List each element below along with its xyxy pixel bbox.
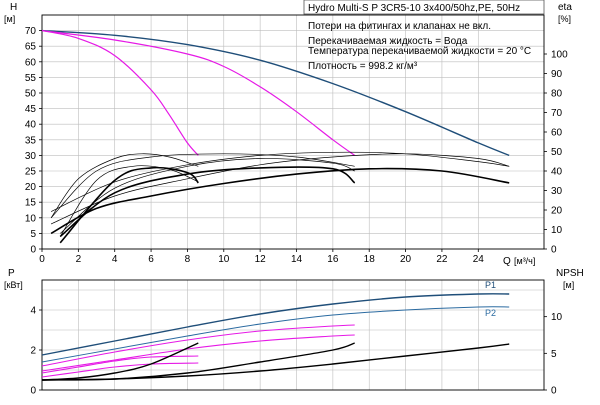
power-curve-3 [41, 324, 355, 367]
title-box [303, 0, 545, 15]
power-curve-2 [41, 306, 510, 363]
head-curve-9 [59, 165, 199, 237]
y-tick-label: 0 [30, 245, 36, 256]
y2-tick-label: 90 [551, 69, 563, 80]
y2-tick-label: 100 [551, 50, 568, 61]
y2-tick-label: 80 [551, 89, 563, 100]
y-tick-label: 50 [25, 89, 37, 100]
flow-axis-unit: [м³/ч] [514, 256, 535, 266]
y-tick-label: 70 [25, 26, 37, 37]
npsh-axis-label: NPSH [556, 268, 584, 279]
y-tick-label: 60 [25, 57, 37, 68]
x-tick-label: 2 [76, 254, 82, 265]
head-axis-label: H [10, 2, 17, 13]
series-label-p2: P2 [485, 308, 496, 318]
y2-tick-label: 40 [551, 167, 563, 178]
power-curve-4 [41, 334, 355, 372]
y2-tick-label: 10 [551, 225, 563, 236]
y-tick-label: 40 [25, 120, 37, 131]
annotation-fitting-losses: Потери на фитингах и клапанах не вкл. [308, 20, 491, 32]
head-curve-1 [41, 29, 510, 157]
y2-tick-label: 30 [551, 186, 563, 197]
y2-tick-label: 5 [551, 349, 557, 360]
head-curve-4 [50, 167, 510, 235]
head-axis-unit: [м] [4, 14, 15, 24]
y-tick-label: 25 [25, 167, 37, 178]
y-tick-label: 65 [25, 42, 37, 53]
power-curve-1 [41, 293, 510, 356]
x-tick-label: 12 [255, 254, 267, 265]
head-curve-10 [50, 151, 510, 212]
bottom-plot-frame [41, 279, 545, 391]
power-axis-unit: [кВт] [4, 280, 23, 290]
top-plot-frame [41, 14, 545, 250]
y-tick-label: 15 [25, 198, 37, 209]
y2-tick-label: 60 [551, 128, 563, 139]
annotation-density: Плотность = 998.2 кг/м³ [308, 61, 418, 72]
eta-axis-unit: [%] [558, 14, 571, 24]
x-tick-label: 22 [436, 254, 448, 265]
y-tick-label: 35 [25, 135, 37, 146]
y2-tick-label: 0 [551, 386, 557, 397]
x-tick-label: 24 [473, 254, 485, 265]
x-tick-label: 6 [148, 254, 154, 265]
power-axis-label: P [8, 268, 15, 279]
y-tick-label: 4 [30, 306, 36, 317]
x-tick-label: 4 [112, 254, 118, 265]
head-curve-11 [50, 153, 355, 219]
annotation-temperature: Температура перекачиваемой жидкости = 20… [308, 46, 531, 57]
head-curve-6 [59, 166, 199, 244]
y2-tick-label: 10 [551, 312, 563, 323]
x-tick-label: 0 [39, 254, 45, 265]
head-curve-3 [41, 30, 199, 156]
y-tick-label: 5 [30, 229, 36, 240]
x-tick-label: 14 [291, 254, 303, 265]
head-curve-5 [59, 166, 356, 238]
y-tick-label: 55 [25, 73, 37, 84]
x-tick-label: 10 [218, 254, 230, 265]
x-tick-label: 20 [400, 254, 412, 265]
power-curve-9 [41, 342, 199, 381]
chart-title: Hydro Multi-S P 3CR5-10 3x400/50hz,PE, 5… [308, 3, 520, 14]
head-curve-2 [41, 30, 356, 156]
series-label-p1: P1 [485, 280, 496, 290]
annotation-liquid: Перекачиваемая жидкость = Вода [308, 36, 468, 47]
x-tick-label: 8 [185, 254, 191, 265]
x-tick-label: 18 [364, 254, 376, 265]
flow-axis-label: Q [503, 256, 511, 267]
head-curve-8 [59, 158, 355, 234]
power-curve-8 [41, 342, 355, 381]
x-tick-label: 16 [327, 254, 339, 265]
head-curve-7 [50, 153, 510, 225]
y-tick-label: 45 [25, 104, 37, 115]
y2-tick-label: 0 [551, 245, 557, 256]
power-curve-5 [41, 355, 199, 374]
y-tick-label: 10 [25, 213, 37, 224]
power-curve-6 [41, 362, 199, 378]
y2-tick-label: 70 [551, 108, 563, 119]
y2-tick-label: 20 [551, 206, 563, 217]
y2-tick-label: 50 [551, 147, 563, 158]
y-tick-label: 0 [30, 386, 36, 397]
head-curve-12 [50, 153, 199, 218]
y-tick-label: 2 [30, 346, 36, 357]
y-tick-label: 30 [25, 151, 37, 162]
y-tick-label: 20 [25, 182, 37, 193]
npsh-axis-unit: [м] [563, 280, 574, 290]
eta-axis-label: eta [558, 2, 572, 13]
